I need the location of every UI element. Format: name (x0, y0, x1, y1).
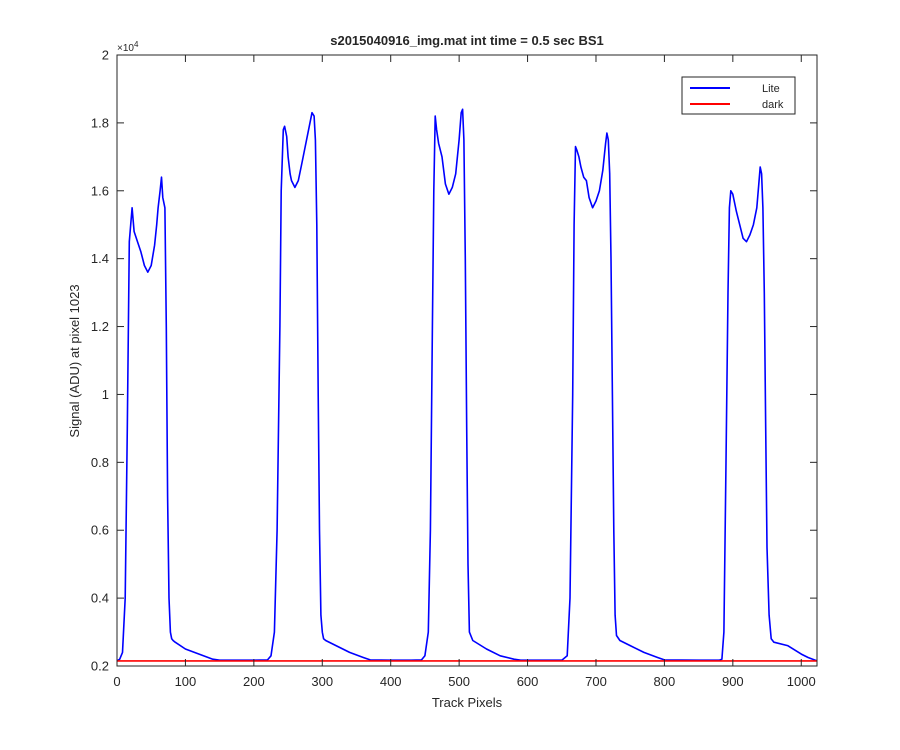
x-tick-label: 1000 (787, 674, 816, 689)
y-exponent-label: ×104 (117, 40, 139, 54)
x-tick-label: 900 (722, 674, 744, 689)
y-tick-label: 1.8 (91, 115, 109, 130)
y-tick-label: 1.4 (91, 251, 109, 266)
y-tick-label: 2 (102, 48, 109, 63)
x-tick-label: 800 (654, 674, 676, 689)
x-tick-label: 0 (113, 674, 120, 689)
tick-layer: 0 100 200 300 400 500 600 700 800 900 1000 0.2 0.4 0.… (91, 48, 817, 689)
y-tick-label: 1.2 (91, 319, 109, 334)
y-tick-label: 0.8 (91, 455, 109, 470)
chart-title: s2015040916_img.mat int time = 0.5 sec B… (330, 33, 604, 48)
legend-label-dark: dark (762, 99, 784, 111)
y-axis-label: Signal (ADU) at pixel 1023 (67, 284, 82, 437)
x-tick-label: 700 (585, 674, 607, 689)
x-tick-label: 200 (243, 674, 265, 689)
x-axis-label: Track Pixels (432, 695, 503, 710)
y-tick-label: 1 (102, 387, 109, 402)
x-tick-label: 500 (448, 674, 470, 689)
legend-label-lite: Lite (762, 83, 780, 95)
y-tick-label: 0.2 (91, 659, 109, 674)
plot-area (117, 55, 817, 666)
y-tick-label: 0.6 (91, 523, 109, 538)
legend: Lite dark (681, 76, 796, 115)
y-tick-label: 0.4 (91, 591, 109, 606)
y-tick-label: 1.6 (91, 183, 109, 198)
x-tick-label: 300 (311, 674, 333, 689)
legend-box (681, 76, 796, 115)
x-tick-label: 400 (380, 674, 402, 689)
series-layer (116, 108, 818, 662)
axes-box (116, 54, 818, 667)
x-tick-label: 100 (175, 674, 197, 689)
x-tick-label: 600 (517, 674, 539, 689)
series-line-lite (116, 108, 818, 662)
